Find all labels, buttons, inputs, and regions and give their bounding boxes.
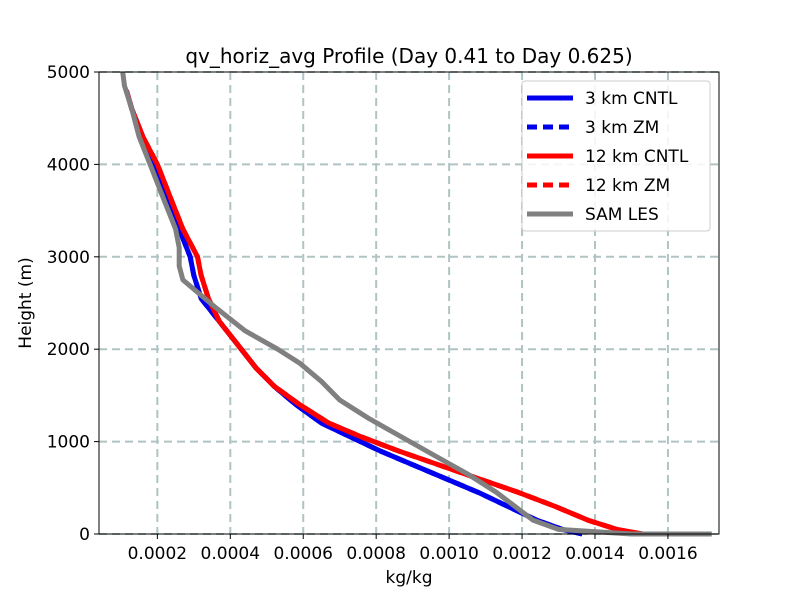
y-axis-label: Height (m): [16, 257, 36, 348]
series-line-3-km-zm: [124, 89, 583, 537]
legend-label: 3 km ZM: [585, 118, 659, 138]
series-lines: [120, 71, 712, 537]
x-axis-label: kg/kg: [386, 568, 433, 588]
y-tick-label: 4000: [47, 155, 90, 175]
y-tick-label: 1000: [47, 433, 90, 453]
legend-label: 3 km CNTL: [585, 89, 678, 109]
legend-label: SAM LES: [585, 205, 659, 225]
series-line-12-km-cntl: [124, 89, 643, 537]
legend-label: 12 km ZM: [585, 176, 670, 196]
x-tick-label: 0.0010: [419, 544, 478, 564]
axis-ticks: 0.0002 0.0004 0.0006 0.0008 0.0010 0.0012 0.00…: [47, 63, 698, 564]
legend-label: 12 km CNTL: [585, 147, 689, 167]
x-tick-label: 0.0004: [201, 544, 260, 564]
y-tick-label: 5000: [47, 63, 90, 83]
y-tick-label: 0: [79, 525, 90, 545]
axes-frame: [98, 71, 720, 535]
x-tick-label: 0.0016: [638, 544, 697, 564]
series-line-sam-les: [120, 71, 712, 537]
y-tick-label: 3000: [47, 248, 90, 268]
grid-lines: [99, 71, 719, 535]
x-tick-label: 0.0012: [492, 544, 551, 564]
x-tick-label: 0.0008: [346, 544, 405, 564]
x-tick-label: 0.0002: [128, 544, 187, 564]
x-tick-label: 0.0014: [565, 544, 624, 564]
chart-title: qv_horiz_avg Profile (Day 0.41 to Day 0.…: [185, 44, 632, 68]
series-line-3-km-cntl: [124, 89, 583, 537]
legend-box: [521, 80, 711, 232]
legend: 3 km CNTL 3 km ZM 12 km CNTL 12 km ZM SAM LE…: [521, 80, 711, 232]
x-tick-label: 0.0006: [273, 544, 332, 564]
y-tick-label: 2000: [47, 340, 90, 360]
